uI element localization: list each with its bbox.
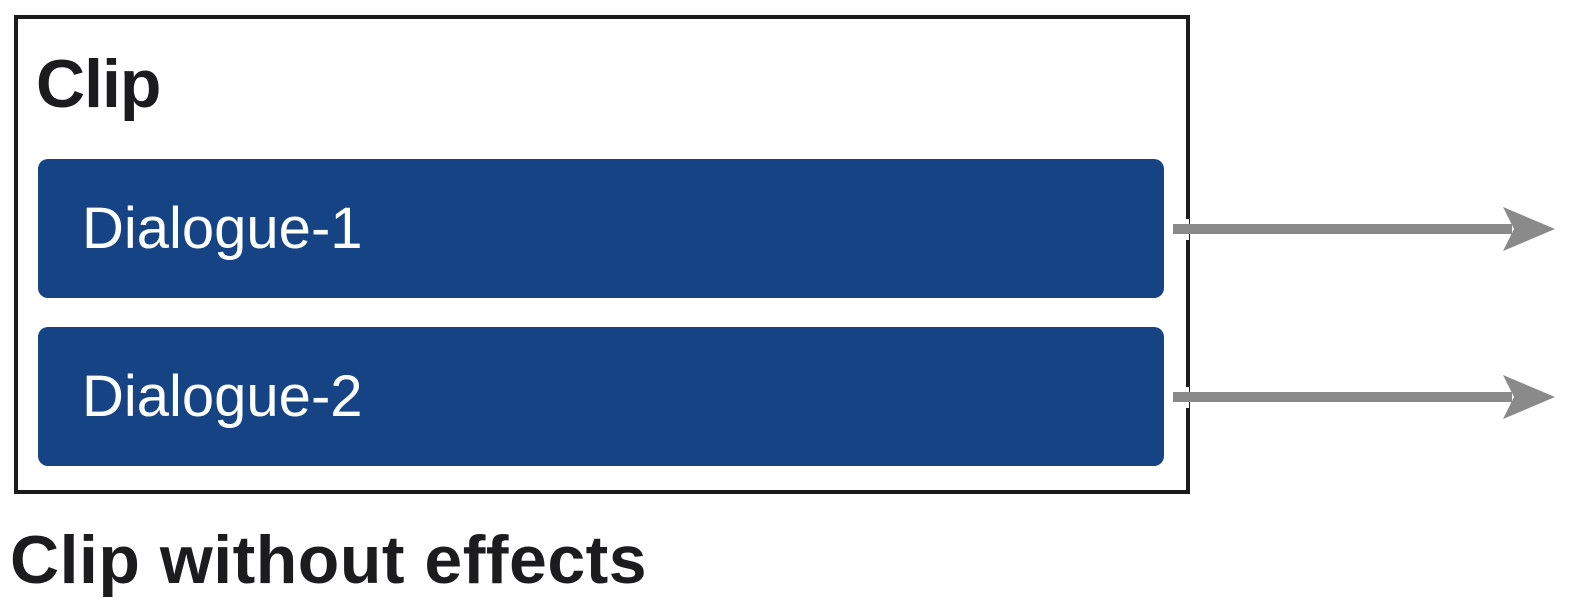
clip-container: [14, 15, 1190, 494]
dialogue-1-track: Dialogue-1: [38, 159, 1164, 298]
dialogue-1-label: Dialogue-1: [82, 196, 363, 261]
arrow-right-icon: [1173, 207, 1555, 251]
diagram-caption: Clip without effects: [10, 522, 648, 598]
dialogue-2-track: Dialogue-2: [38, 327, 1164, 466]
clip-title: Clip: [36, 46, 161, 122]
arrow-right-icon: [1173, 375, 1555, 419]
dialogue-2-label: Dialogue-2: [82, 364, 363, 429]
